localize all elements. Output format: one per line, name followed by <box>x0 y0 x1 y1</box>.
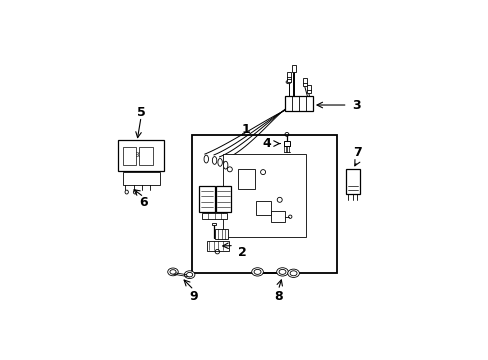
Bar <box>286 72 290 82</box>
Ellipse shape <box>212 157 216 164</box>
Ellipse shape <box>287 269 299 278</box>
Bar <box>199 186 214 212</box>
Ellipse shape <box>276 268 288 276</box>
Bar <box>192 135 336 273</box>
Text: 7: 7 <box>352 146 361 159</box>
Text: 1: 1 <box>241 123 249 136</box>
Ellipse shape <box>125 190 128 194</box>
Bar <box>256 201 271 215</box>
FancyBboxPatch shape <box>206 240 229 251</box>
Text: ECM: ECM <box>133 153 148 158</box>
Bar <box>306 85 310 93</box>
Text: 3: 3 <box>352 99 361 112</box>
Ellipse shape <box>223 161 227 169</box>
Bar <box>216 186 231 212</box>
Bar <box>202 213 226 219</box>
Ellipse shape <box>251 268 263 276</box>
Text: 5: 5 <box>137 106 145 119</box>
Ellipse shape <box>203 155 208 163</box>
Bar <box>139 147 153 165</box>
Bar <box>223 154 305 237</box>
Ellipse shape <box>170 270 176 274</box>
Bar <box>238 169 254 189</box>
Bar <box>346 169 359 194</box>
Bar <box>302 78 306 86</box>
Ellipse shape <box>133 190 137 194</box>
Ellipse shape <box>167 268 178 276</box>
Ellipse shape <box>186 273 192 277</box>
Text: 9: 9 <box>189 290 198 303</box>
Bar <box>285 96 312 111</box>
Ellipse shape <box>289 271 296 276</box>
Bar <box>271 211 284 222</box>
Ellipse shape <box>184 271 195 279</box>
Ellipse shape <box>254 269 261 274</box>
Text: 2: 2 <box>238 246 246 259</box>
Bar <box>291 66 295 72</box>
Ellipse shape <box>285 80 290 84</box>
Text: 4: 4 <box>262 137 271 150</box>
Ellipse shape <box>218 158 222 166</box>
Bar <box>284 141 289 146</box>
Bar <box>122 172 160 185</box>
Bar <box>214 229 228 239</box>
Bar <box>212 222 215 225</box>
Text: 6: 6 <box>139 196 148 209</box>
Ellipse shape <box>279 269 285 274</box>
Bar <box>122 147 136 165</box>
FancyBboxPatch shape <box>118 140 164 171</box>
Text: 8: 8 <box>273 290 282 303</box>
